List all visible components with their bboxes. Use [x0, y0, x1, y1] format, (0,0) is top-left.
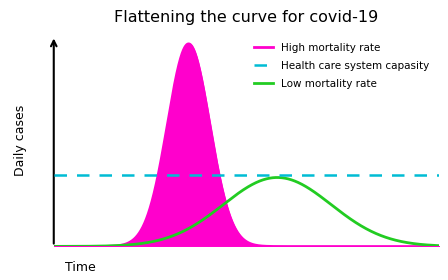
- Text: Daily cases: Daily cases: [14, 104, 27, 176]
- Text: Time: Time: [65, 261, 96, 274]
- Title: Flattening the curve for covid-19: Flattening the curve for covid-19: [114, 10, 379, 25]
- Legend: High mortality rate, Health care system capasity, Low mortality rate: High mortality rate, Health care system …: [250, 39, 434, 93]
